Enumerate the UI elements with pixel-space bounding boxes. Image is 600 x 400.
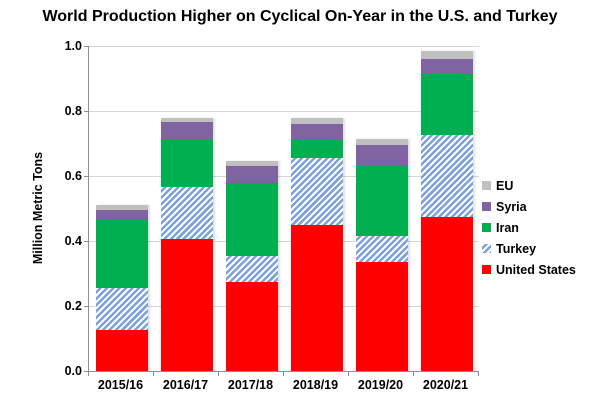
legend-swatch-icon xyxy=(482,223,491,232)
y-tick-label: 0.4 xyxy=(64,234,82,248)
bar-segment-united-states xyxy=(420,216,473,371)
bar-segment-syria xyxy=(355,145,408,167)
legend-item-united-states: United States xyxy=(482,259,576,280)
x-tick-label: 2018/19 xyxy=(292,378,339,392)
gridline xyxy=(89,306,479,307)
y-tick-label: 0.6 xyxy=(64,169,82,183)
bar-segment-syria xyxy=(290,124,343,141)
bar-segment-syria xyxy=(420,59,473,74)
bar-segment-syria xyxy=(225,166,278,183)
bar-segment-eu xyxy=(290,118,343,124)
gridline xyxy=(89,176,479,177)
x-tick-mark xyxy=(88,372,89,376)
y-tick-mark xyxy=(84,371,88,372)
bar-segment-turkey xyxy=(225,255,278,282)
y-tick-label: 0.2 xyxy=(64,299,82,313)
bar-segment-iran xyxy=(420,73,473,136)
bar-segment-eu xyxy=(355,138,408,146)
y-tick-mark xyxy=(84,111,88,112)
legend-label: Syria xyxy=(496,199,527,214)
legend-swatch-icon xyxy=(482,181,491,190)
legend-label: United States xyxy=(496,262,576,277)
bar-2017-18 xyxy=(225,161,278,371)
bar-2016-17 xyxy=(160,117,213,371)
bar-segment-eu xyxy=(420,50,473,59)
x-tick-mark xyxy=(413,372,414,376)
bar-segment-united-states xyxy=(355,262,408,371)
y-tick-mark xyxy=(84,176,88,177)
x-tick-mark xyxy=(478,372,479,376)
bar-segment-iran xyxy=(95,219,148,289)
legend-item-eu: EU xyxy=(482,175,576,196)
y-tick-label: 0.0 xyxy=(64,364,82,378)
x-tick-mark xyxy=(153,372,154,376)
chart-title: World Production Higher on Cyclical On-Y… xyxy=(42,8,558,25)
legend: EU Syria Iran Turkey United States xyxy=(482,175,576,280)
x-tick-label: 2015/16 xyxy=(97,378,144,392)
bar-2018-19 xyxy=(290,118,343,371)
bar-segment-united-states xyxy=(95,330,148,371)
legend-item-iran: Iran xyxy=(482,217,576,238)
gridline xyxy=(89,111,479,112)
legend-label: Iran xyxy=(496,220,519,235)
y-tick-label: 1.0 xyxy=(64,39,82,53)
legend-label: Turkey xyxy=(496,241,537,256)
x-tick-label: 2020/21 xyxy=(422,378,469,392)
bar-segment-iran xyxy=(355,166,408,237)
x-tick-mark xyxy=(283,372,284,376)
bar-segment-turkey xyxy=(355,236,408,263)
bar-2020-21 xyxy=(420,50,473,371)
y-tick-mark xyxy=(84,46,88,47)
legend-swatch-icon xyxy=(482,244,491,253)
plot-area xyxy=(88,46,479,372)
bar-segment-united-states xyxy=(225,281,278,371)
bar-segment-eu xyxy=(95,205,148,211)
bar-segment-turkey xyxy=(420,135,473,217)
bar-segment-iran xyxy=(225,182,278,256)
gridline xyxy=(89,46,479,47)
y-tick-mark xyxy=(84,306,88,307)
bar-segment-syria xyxy=(160,122,213,139)
bar-segment-syria xyxy=(95,210,148,220)
legend-item-syria: Syria xyxy=(482,196,576,217)
bar-segment-iran xyxy=(160,138,213,188)
bar-segment-turkey xyxy=(160,187,213,240)
bar-segment-turkey xyxy=(290,158,343,225)
x-tick-mark xyxy=(218,372,219,376)
bar-segment-eu xyxy=(160,117,213,123)
x-tick-label: 2016/17 xyxy=(162,378,209,392)
x-tick-label: 2019/20 xyxy=(357,378,404,392)
bar-segment-eu xyxy=(225,161,278,167)
y-tick-label: 0.8 xyxy=(64,104,82,118)
legend-label: EU xyxy=(496,178,514,193)
x-tick-mark xyxy=(348,372,349,376)
gridline xyxy=(89,241,479,242)
bar-segment-united-states xyxy=(160,239,213,371)
bar-segment-turkey xyxy=(95,288,148,331)
bar-segment-iran xyxy=(290,140,343,159)
legend-swatch-icon xyxy=(482,202,491,211)
legend-swatch-icon xyxy=(482,265,491,274)
bar-segment-united-states xyxy=(290,224,343,371)
y-tick-mark xyxy=(84,241,88,242)
bar-2019-20 xyxy=(355,138,408,371)
legend-item-turkey: Turkey xyxy=(482,238,576,259)
bar-2015-16 xyxy=(95,205,148,371)
x-tick-label: 2017/18 xyxy=(227,378,274,392)
